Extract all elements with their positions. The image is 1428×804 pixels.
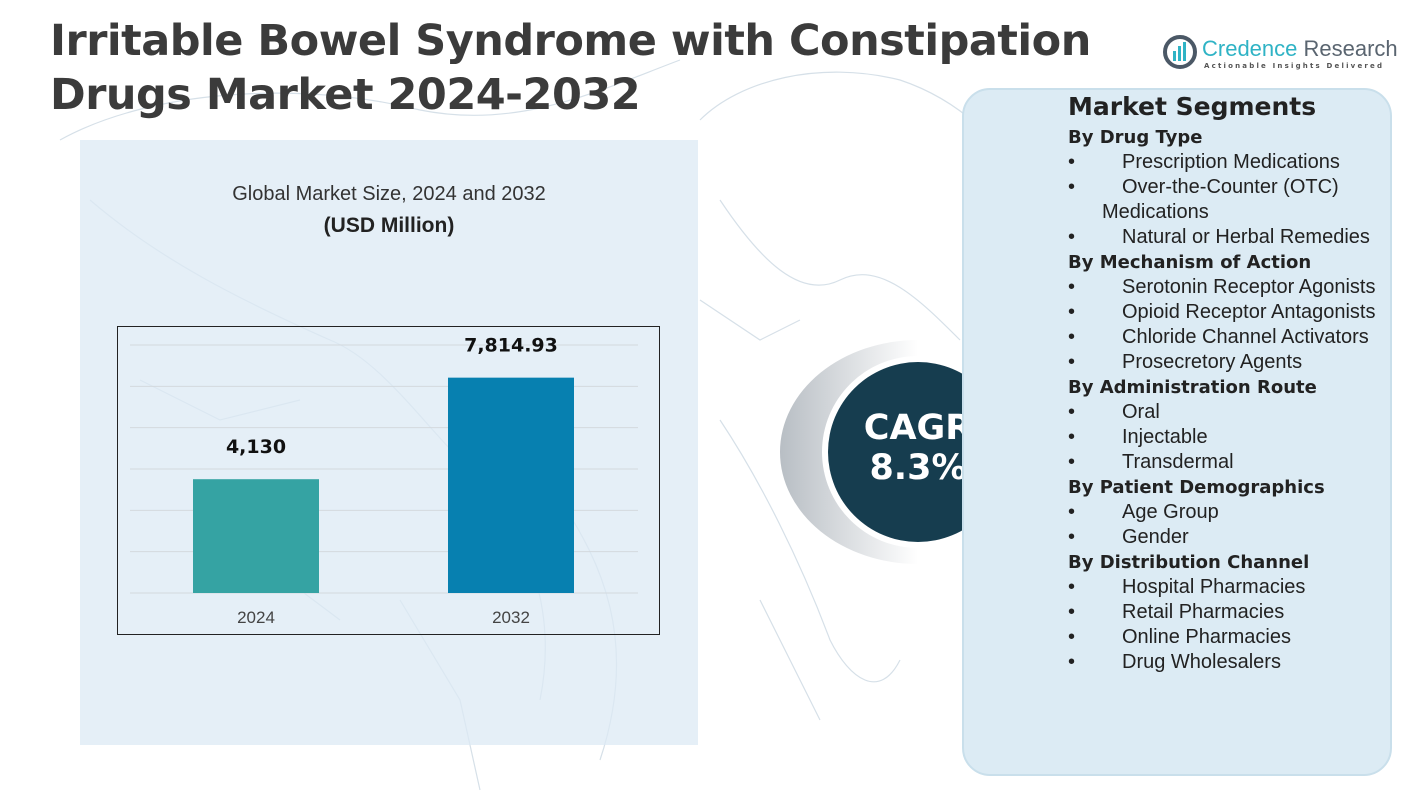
- x-tick-label: 2024: [237, 608, 275, 627]
- segment-heading: By Patient Demographics: [1068, 477, 1325, 498]
- cagr-label: CAGR: [863, 408, 973, 448]
- segment-heading: By Administration Route: [1068, 377, 1317, 398]
- segment-heading: By Distribution Channel: [1068, 552, 1310, 573]
- segment-item: Online Pharmacies: [1068, 625, 1388, 650]
- segment-item: Natural or Herbal Remedies: [1068, 225, 1388, 250]
- bar-chart: 4,130 2024 7,814.93 2032: [130, 335, 638, 627]
- segment-heading: By Drug Type: [1068, 127, 1203, 148]
- segment-item: Prescription Medications: [1068, 150, 1388, 175]
- segment-item: Serotonin Receptor Agonists: [1068, 275, 1388, 300]
- chart-frame: 4,130 2024 7,814.93 2032: [117, 326, 660, 635]
- cagr-value: 8.3%: [869, 448, 967, 488]
- segment-item: Injectable: [1068, 425, 1388, 450]
- x-tick-label: 2032: [492, 608, 530, 627]
- segment-item: Opioid Receptor Antagonists: [1068, 300, 1388, 325]
- logo-name-2: Research: [1297, 36, 1398, 61]
- logo-tagline: Actionable Insights Delivered: [1204, 62, 1385, 70]
- bar-2032: [448, 377, 574, 593]
- page-title: Irritable Bowel Syndrome with Constipati…: [50, 14, 1091, 122]
- segment-item: Prosecretory Agents: [1068, 350, 1388, 375]
- credence-research-logo: Credence Research Actionable Insights De…: [1162, 34, 1402, 78]
- segment-item: Oral: [1068, 400, 1388, 425]
- chart-title: Global Market Size, 2024 and 2032: [232, 183, 546, 205]
- bar-2024: [193, 479, 319, 593]
- segment-item: Drug Wholesalers: [1068, 650, 1388, 675]
- segment-heading: By Mechanism of Action: [1068, 252, 1312, 273]
- segments-title: Market Segments: [1068, 92, 1317, 121]
- segment-item: Transdermal: [1068, 450, 1388, 475]
- data-label: 4,130: [226, 436, 286, 458]
- segment-item: Over-the-Counter (OTC) Medications: [1068, 175, 1388, 225]
- segment-item: Retail Pharmacies: [1068, 600, 1388, 625]
- cagr-text: CAGR 8.3%: [826, 408, 1010, 488]
- logo-name-1: Credence: [1202, 36, 1298, 61]
- title-line-2: Drugs Market 2024-2032: [50, 70, 641, 120]
- segments-list: By Drug TypePrescription MedicationsOver…: [1068, 125, 1388, 675]
- title-line-1: Irritable Bowel Syndrome with Constipati…: [50, 16, 1091, 66]
- segment-item: Age Group: [1068, 500, 1388, 525]
- chart-subtitle: (USD Million): [323, 214, 455, 237]
- data-label: 7,814.93: [464, 335, 558, 357]
- segment-item: Hospital Pharmacies: [1068, 575, 1388, 600]
- segment-item: Chloride Channel Activators: [1068, 325, 1388, 350]
- chart-panel: [80, 140, 698, 745]
- cagr-ring-arc: [780, 340, 918, 564]
- segment-item: Gender: [1068, 525, 1388, 550]
- logo-chart-icon: [1163, 35, 1197, 69]
